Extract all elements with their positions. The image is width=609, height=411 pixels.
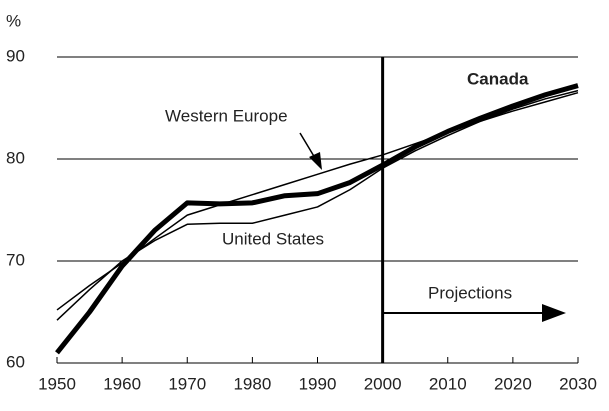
y-tick-label: 60 xyxy=(6,352,25,371)
series-line xyxy=(56,89,579,321)
annotation: Projections xyxy=(428,283,512,302)
y-tick-label: 70 xyxy=(6,250,25,269)
x-tick-label: 2020 xyxy=(494,374,532,393)
x-tick-label: 1980 xyxy=(233,374,271,393)
series-label: United States xyxy=(222,229,324,248)
series-label: Canada xyxy=(467,69,529,88)
x-tick-label: 2030 xyxy=(559,374,597,393)
x-tick-label: 1990 xyxy=(299,374,337,393)
y-tick-label: 90 xyxy=(6,46,25,65)
x-tick-label: 2000 xyxy=(364,374,402,393)
x-tick-label: 1970 xyxy=(168,374,206,393)
y-axis-label: % xyxy=(6,11,21,30)
series-label: Western Europe xyxy=(165,106,288,125)
series-line xyxy=(56,91,579,311)
x-tick-label: 1950 xyxy=(38,374,76,393)
arrowhead xyxy=(309,152,322,170)
y-tick-label: 80 xyxy=(6,148,25,167)
arrowhead xyxy=(542,304,566,322)
series-line xyxy=(55,83,579,355)
x-tick-label: 2010 xyxy=(429,374,467,393)
x-tick-label: 1960 xyxy=(103,374,141,393)
